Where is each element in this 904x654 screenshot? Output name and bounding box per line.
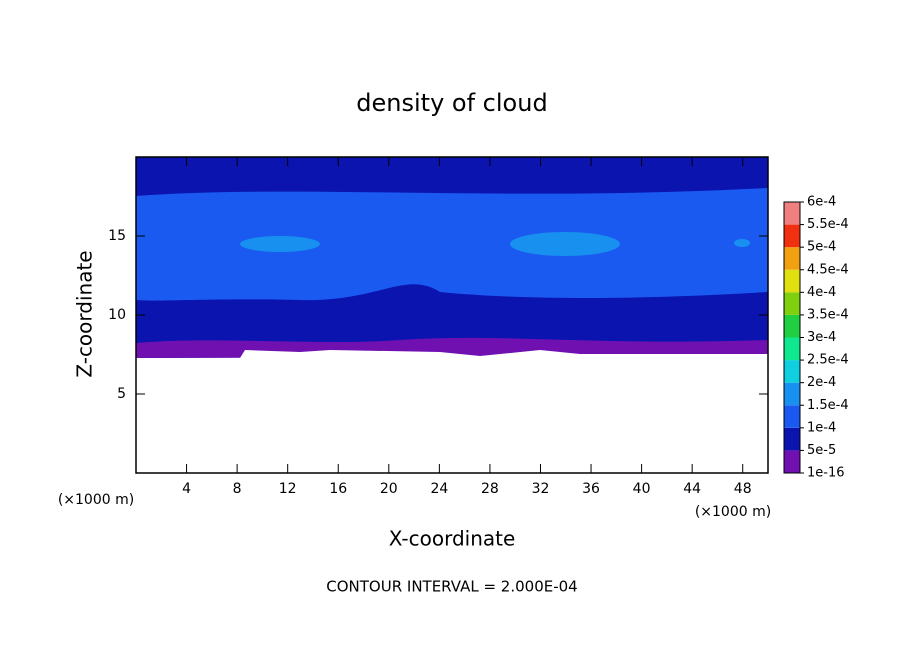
- x-axis-label: X-coordinate: [389, 527, 516, 551]
- x-tick-label: 16: [329, 481, 347, 497]
- colorbar-segment: [784, 450, 800, 473]
- colorbar-label: 4e-4: [807, 285, 836, 300]
- x-unit-label: (×1000 m): [695, 504, 771, 520]
- colorbar-label: 1e-4: [807, 420, 836, 435]
- annotation: CONTOUR INTERVAL = 2.000E-04: [326, 578, 577, 596]
- x-tick-label: 12: [279, 481, 297, 497]
- colorbar-segment: [784, 405, 800, 428]
- x-tick-label: 4: [182, 481, 191, 497]
- x-tick-label: 44: [683, 481, 701, 497]
- contour-region: [734, 239, 750, 247]
- colorbar-segment: [784, 427, 800, 451]
- y-axis-label: Z-coordinate: [73, 250, 97, 377]
- colorbar-segment: [784, 202, 800, 225]
- colorbar-segment: [784, 382, 800, 406]
- colorbar-label: 3.5e-4: [807, 307, 849, 322]
- chart-title: density of cloud: [356, 89, 547, 117]
- colorbar-label: 3e-4: [807, 330, 836, 345]
- y-tick-label: 15: [108, 228, 126, 244]
- y-tick-label: 5: [117, 386, 126, 402]
- colorbar-label: 2e-4: [807, 375, 836, 390]
- contour-region: [510, 232, 620, 256]
- colorbar-segment: [784, 269, 800, 293]
- x-tick-label: 20: [380, 481, 398, 497]
- colorbar-segment: [784, 337, 800, 361]
- colorbar-label: 1.5e-4: [807, 398, 849, 413]
- y-tick-label: 10: [108, 307, 126, 323]
- contour-region: [240, 236, 320, 252]
- colorbar-segment: [784, 292, 800, 315]
- x-tick-label: 40: [633, 481, 651, 497]
- colorbar-label: 5e-5: [807, 443, 836, 458]
- colorbar-segment: [784, 224, 800, 248]
- x-tick-label: 8: [233, 481, 242, 497]
- colorbar-label: 5.5e-4: [807, 217, 849, 232]
- colorbar-label: 4.5e-4: [807, 262, 849, 277]
- x-tick-label: 48: [734, 481, 752, 497]
- colorbar-label: 1e-16: [807, 466, 845, 481]
- contour-region: [136, 188, 768, 301]
- x-tick-label: 36: [582, 481, 600, 497]
- colorbar-segment: [784, 247, 800, 270]
- x-tick-label: 32: [532, 481, 550, 497]
- x-unit-label: (×1000 m): [58, 492, 134, 508]
- colorbar-label: 6e-4: [807, 195, 836, 210]
- colorbar-label: 5e-4: [807, 240, 836, 255]
- colorbar-segment: [784, 360, 800, 383]
- colorbar-segment: [784, 314, 800, 338]
- x-tick-label: 28: [481, 481, 499, 497]
- contour-field: [136, 157, 768, 473]
- colorbar-label: 2.5e-4: [807, 353, 849, 368]
- contour-region-empty: [136, 350, 768, 473]
- x-tick-label: 24: [430, 481, 448, 497]
